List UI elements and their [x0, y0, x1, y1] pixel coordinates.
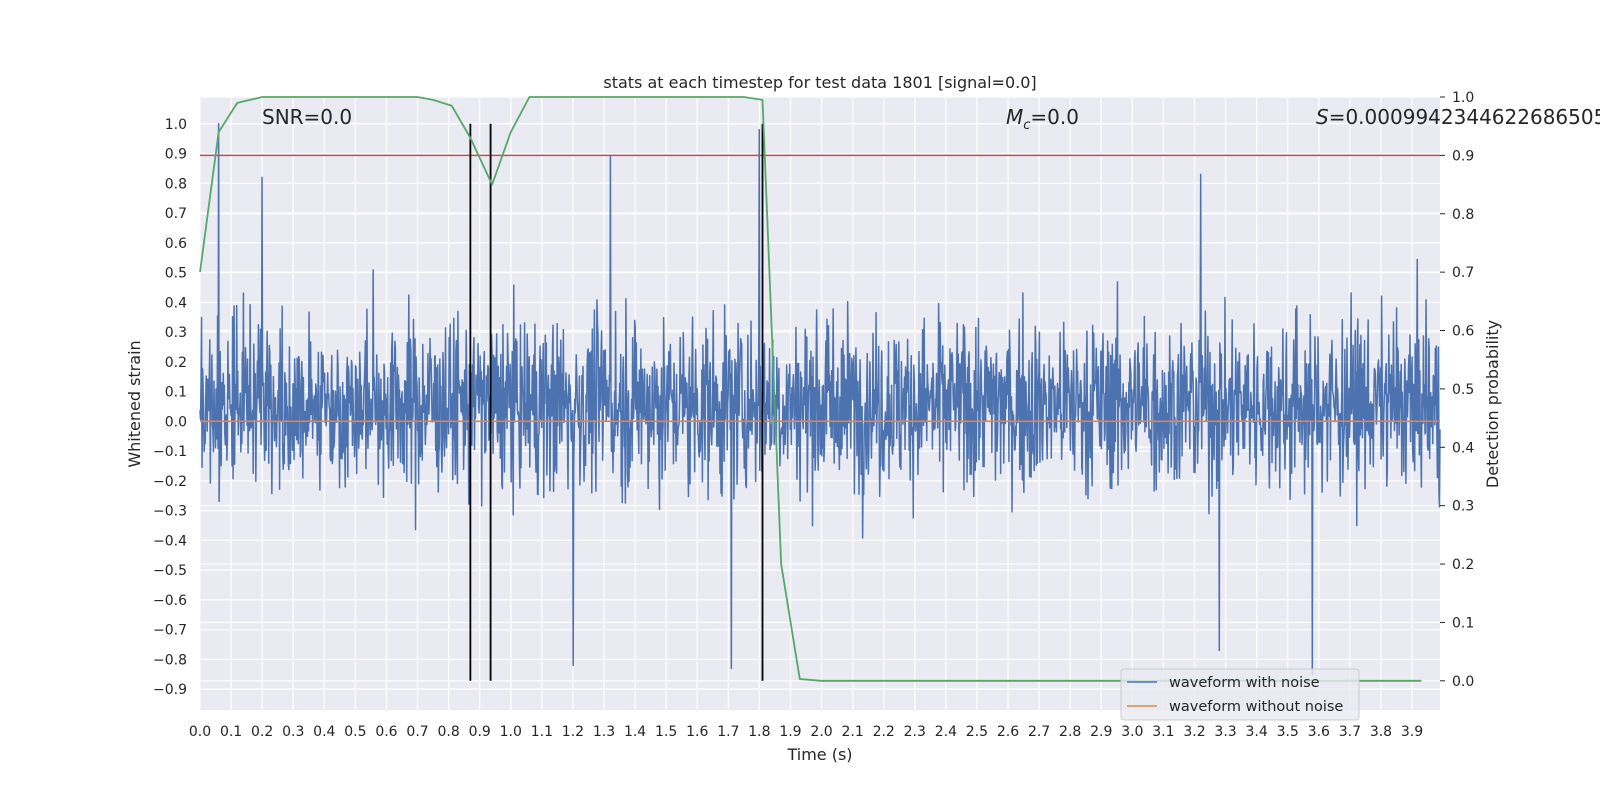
y-right-tick-label: 0.7 — [1452, 265, 1474, 281]
y-tick-label: 0.2 — [165, 355, 187, 371]
overlay-series — [199, 96, 1440, 682]
axis-ticks: 0.0 0.1 0.2 0.3 0.4 0.5 0.6 0.7 0.8 0.9 1.0 1.1 1.2 1… — [153, 90, 1474, 740]
x-tick-label: 0.0 — [189, 724, 211, 740]
x-tick-label: 2.7 — [1028, 724, 1050, 740]
y-right-tick-label: 0.1 — [1452, 615, 1474, 631]
y-tick-label: 0.5 — [165, 266, 187, 282]
x-tick-label: 3.8 — [1370, 724, 1392, 740]
y-tick-label: −0.2 — [153, 474, 187, 490]
y-tick-label: −0.9 — [153, 682, 187, 698]
x-tick-label: 0.3 — [282, 724, 304, 740]
x-tick-label: 1.2 — [562, 724, 584, 740]
y-tick-label: 0.4 — [165, 295, 187, 311]
y-tick-label: −0.1 — [153, 444, 187, 460]
x-tick-label: 3.4 — [1246, 724, 1268, 740]
x-axis-label: Time (s) — [786, 745, 852, 764]
x-tick-label: 3.7 — [1339, 724, 1361, 740]
legend-label-waveform-without-noise: waveform without noise — [1169, 699, 1343, 715]
y-right-axis-label: Detection probability — [1483, 320, 1502, 488]
y-tick-label: −0.8 — [153, 652, 187, 668]
y-tick-label: 0.0 — [165, 414, 187, 430]
x-tick-label: 2.1 — [841, 724, 863, 740]
x-tick-label: 0.2 — [251, 724, 273, 740]
y-tick-label: 0.8 — [165, 176, 187, 192]
y-right-tick-label: 0.4 — [1452, 440, 1474, 456]
x-tick-label: 3.9 — [1401, 724, 1423, 740]
x-tick-label: 2.3 — [904, 724, 926, 740]
s-annotation: S=0.0009942344622686505 — [1316, 105, 1600, 129]
y-tick-label: 0.7 — [165, 206, 187, 222]
x-tick-label: 0.7 — [406, 724, 428, 740]
x-tick-label: 0.1 — [220, 724, 242, 740]
x-tick-label: 1.3 — [593, 724, 615, 740]
chirp-mass-subscript: c — [1023, 118, 1030, 133]
x-tick-label: 3.0 — [1121, 724, 1143, 740]
x-tick-label: 1.0 — [500, 724, 522, 740]
waveform-with-noise-series — [199, 123, 1441, 676]
y-right-tick-label: 0.8 — [1452, 207, 1474, 223]
y-tick-label: −0.7 — [153, 623, 187, 639]
x-tick-label: 3.1 — [1152, 724, 1174, 740]
y-tick-label: −0.5 — [153, 563, 187, 579]
x-tick-label: 2.0 — [810, 724, 832, 740]
y-right-tick-label: 0.0 — [1452, 674, 1474, 690]
x-tick-label: 0.6 — [375, 724, 397, 740]
y-tick-label: 0.6 — [165, 236, 187, 252]
x-tick-label: 3.6 — [1308, 724, 1330, 740]
x-tick-label: 1.7 — [717, 724, 739, 740]
y-tick-label: −0.6 — [153, 593, 187, 609]
legend-box — [1120, 668, 1360, 721]
x-tick-label: 2.5 — [966, 724, 988, 740]
x-tick-label: 3.5 — [1277, 724, 1299, 740]
legend-label-waveform-with-noise: waveform with noise — [1169, 675, 1320, 691]
y-right-tick-label: 0.2 — [1452, 557, 1474, 573]
legend: waveform with noise waveform without noi… — [1120, 668, 1360, 721]
snr-annotation: SNR=0.0 — [262, 105, 352, 129]
x-tick-label: 2.8 — [1059, 724, 1081, 740]
y-right-tick-label: 0.5 — [1452, 382, 1474, 398]
y-tick-label: −0.4 — [153, 533, 187, 549]
chirp-mass-value: =0.0 — [1030, 105, 1079, 129]
x-tick-label: 1.1 — [531, 724, 553, 740]
x-tick-label: 3.3 — [1214, 724, 1236, 740]
x-tick-label: 2.9 — [1090, 724, 1112, 740]
x-tick-label: 1.6 — [686, 724, 708, 740]
waveform-with-noise-line — [199, 123, 1441, 676]
y-right-tick-label: 1.0 — [1452, 90, 1474, 106]
x-tick-label: 1.9 — [779, 724, 801, 740]
x-tick-label: 2.4 — [935, 724, 957, 740]
x-tick-label: 0.8 — [437, 724, 459, 740]
y-tick-label: 0.1 — [165, 385, 187, 401]
x-tick-label: 2.2 — [873, 724, 895, 740]
chart-title: stats at each timestep for test data 180… — [603, 73, 1036, 92]
y-right-tick-label: 0.3 — [1452, 499, 1474, 515]
y-tick-label: 1.0 — [165, 117, 187, 133]
x-tick-label: 3.2 — [1183, 724, 1205, 740]
detection-probability-line — [199, 96, 1422, 682]
s-value: =0.0009942344622686505 — [1329, 105, 1600, 129]
x-tick-label: 1.8 — [748, 724, 770, 740]
y-axis-label: Whitened strain — [125, 340, 144, 467]
y-right-tick-label: 0.6 — [1452, 324, 1474, 340]
chirp-mass-annotation: Mc=0.0 — [1006, 105, 1079, 133]
x-tick-label: 2.6 — [997, 724, 1019, 740]
chirp-mass-symbol: M — [1006, 105, 1023, 129]
y-right-tick-label: 0.9 — [1452, 148, 1474, 164]
x-tick-label: 1.5 — [655, 724, 677, 740]
y-tick-label: 0.9 — [165, 147, 187, 163]
x-tick-label: 0.4 — [313, 724, 335, 740]
x-tick-label: 0.5 — [344, 724, 366, 740]
y-tick-label: 0.3 — [165, 325, 187, 341]
s-symbol: S — [1316, 105, 1329, 129]
x-tick-label: 0.9 — [469, 724, 491, 740]
x-tick-label: 1.4 — [624, 724, 646, 740]
y-tick-label: −0.3 — [153, 504, 187, 520]
